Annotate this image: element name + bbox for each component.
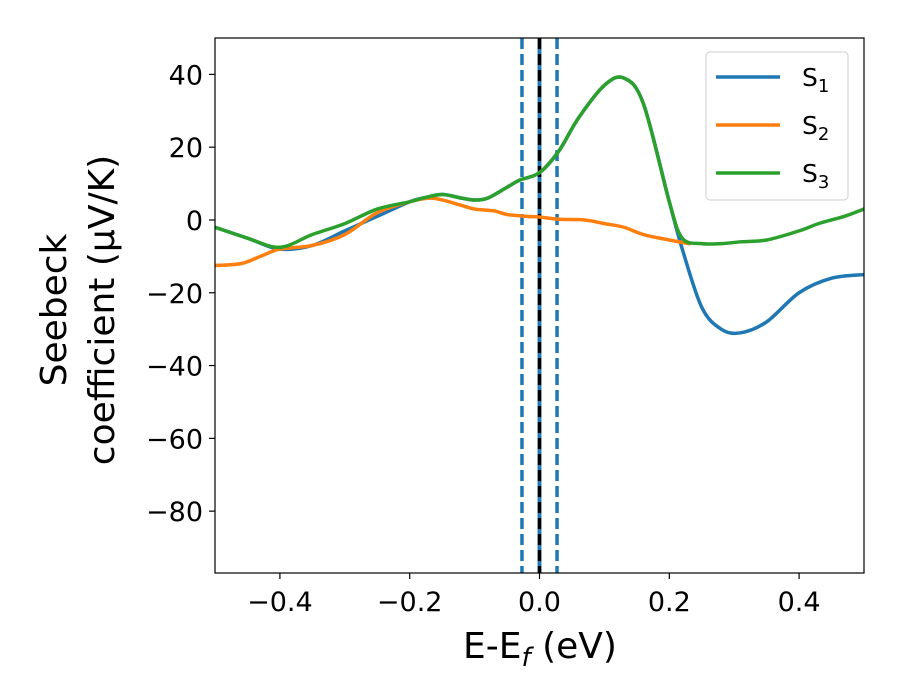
y-tick-label: −40 (146, 352, 203, 383)
x-tick-label: −0.2 (377, 587, 443, 618)
x-tick-label: 0.0 (518, 587, 561, 618)
series-line-s3 (215, 75, 864, 250)
y-tick-label: −20 (146, 279, 203, 310)
x-axis-label: E-Ef (eV) (463, 626, 617, 673)
series-line-s2 (215, 196, 691, 268)
legend-label-s1: S1 (802, 63, 829, 97)
y-tick-label: −80 (146, 497, 203, 528)
y-axis-label-line2: coefficient (μV/K) (82, 155, 123, 465)
x-tick-label: 0.4 (778, 587, 821, 618)
y-tick-label: −60 (146, 424, 203, 455)
y-axis-label-line1: Seebeck (34, 233, 75, 386)
fermi-band (537, 38, 542, 573)
y-tick-label: 0 (186, 206, 203, 237)
fermi-band-fill (537, 38, 542, 573)
y-tick-label: 20 (169, 133, 203, 164)
y-tick-label: 40 (169, 60, 203, 91)
x-axis-label-unit: (eV) (531, 626, 617, 667)
x-tick-label: −0.4 (247, 587, 313, 618)
legend-label-s2: S2 (802, 111, 829, 145)
legend-label-s3: S3 (802, 159, 829, 193)
fermi-vlines (520, 38, 559, 573)
x-tick-label: 0.2 (648, 587, 691, 618)
series-lines (215, 75, 864, 336)
y-axis-ticks: 40 20 0 −20 −40 −60 −80 (146, 60, 215, 528)
legend: S1 S2 S3 (705, 51, 849, 201)
x-axis-ticks: −0.4 −0.2 0.0 0.2 0.4 (247, 573, 821, 618)
